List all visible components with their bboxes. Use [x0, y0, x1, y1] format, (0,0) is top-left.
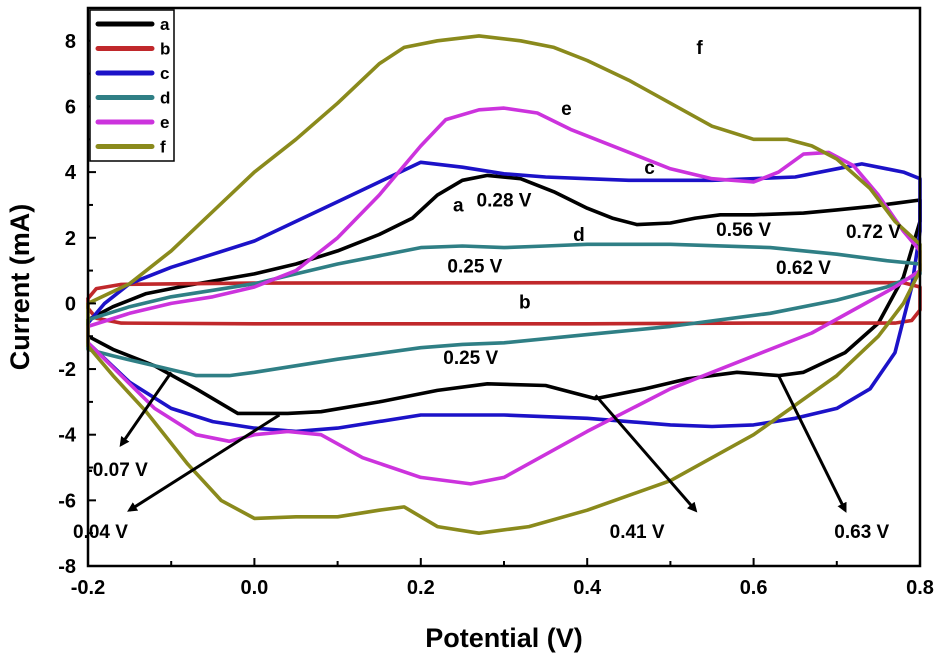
annotation-arrow-4 [777, 374, 847, 513]
curve-label-e: e [561, 99, 572, 120]
peak-annotation: 0.41 V [610, 522, 665, 543]
y-tick-label: -6 [58, 490, 76, 512]
legend-label-a: a [160, 15, 170, 34]
x-tick-label: -0.2 [71, 577, 105, 599]
legend-label-c: c [160, 64, 169, 83]
legend-label-b: b [160, 40, 170, 59]
legend-label-f: f [160, 138, 166, 157]
y-tick-label: -8 [58, 556, 76, 578]
y-tick-label: 2 [65, 228, 76, 250]
curve-label-b: b [519, 292, 531, 313]
peak-annotation: 0.04 V [73, 522, 128, 543]
x-tick-label: 0.4 [573, 577, 602, 599]
series-f-line [86, 34, 922, 535]
series-e-line [86, 106, 922, 486]
y-tick-label: 4 [65, 162, 77, 184]
curve-label-a: a [453, 196, 464, 217]
annotation-arrow-1 [119, 371, 173, 448]
plot-frame [86, 6, 922, 568]
x-axis-title: Potential (V) [425, 623, 583, 653]
peak-annotation: 0.63 V [834, 522, 889, 543]
series-layer [86, 34, 922, 535]
curve-label-d: d [573, 225, 585, 246]
legend-label-e: e [160, 113, 169, 132]
peak-annotation: 0.25 V [443, 348, 498, 369]
annotation-layer: 0.28 V 0.56 V 0.72 V 0.25 V 0.62 V 0.25 V -0.0… [73, 38, 901, 543]
curve-label-c: c [644, 158, 655, 179]
y-tick-label: 0 [65, 293, 76, 315]
series-c-line [86, 160, 922, 434]
x-tick-label: 0.0 [240, 577, 268, 599]
annotation-arrow-2 [127, 413, 281, 512]
peak-annotation: 0.56 V [716, 220, 771, 241]
x-tick-label: 0.8 [906, 577, 934, 599]
y-tick-label: 6 [65, 96, 76, 118]
series-b-line [86, 280, 922, 326]
peak-annotation: 0.62 V [776, 258, 831, 279]
annotation-arrow-3 [594, 394, 698, 513]
ticks-layer: -0.2 0.0 0.2 0.4 0.6 0.8 -8 -6 -4 -2 0 2 4 6 8 [58, 31, 934, 599]
y-tick-label: 8 [65, 31, 76, 53]
curve-label-f: f [696, 38, 703, 59]
peak-annotation: 0.72 V [846, 222, 901, 243]
y-axis-title: Current (mA) [5, 204, 35, 371]
peak-annotation: 0.28 V [477, 191, 532, 212]
x-tick-label: 0.6 [740, 577, 768, 599]
y-tick-label: -4 [58, 425, 77, 447]
x-tick-label: 0.2 [407, 577, 435, 599]
peak-annotation: -0.07 V [86, 460, 148, 481]
legend-label-d: d [160, 89, 170, 108]
legend-box [89, 9, 175, 162]
y-tick-label: -2 [58, 359, 76, 381]
peak-annotation: 0.25 V [447, 256, 502, 277]
